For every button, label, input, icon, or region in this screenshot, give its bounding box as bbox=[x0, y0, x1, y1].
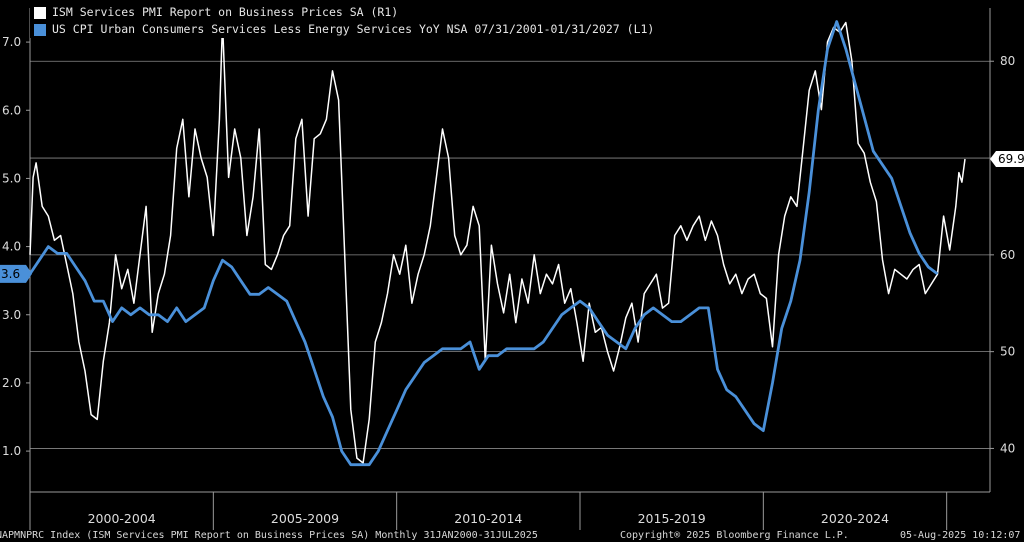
footer-source: NAPMNPRC Index (ISM Services PMI Report … bbox=[0, 530, 538, 541]
right-tick-label: 50 bbox=[1000, 345, 1015, 359]
footer-timestamp: 05-Aug-2025 10:12:07 bbox=[900, 530, 1021, 541]
right-tick-label: 60 bbox=[1000, 248, 1015, 262]
x-tick-label: 2000-2004 bbox=[88, 511, 156, 526]
left-tick-label: 5.0 bbox=[2, 171, 21, 185]
legend-label-cpi: US CPI Urban Consumers Services Less Ene… bbox=[52, 22, 655, 36]
legend-item-ism: ISM Services PMI Report on Business Pric… bbox=[34, 4, 654, 21]
footer: NAPMNPRC Index (ISM Services PMI Report … bbox=[0, 530, 1024, 542]
footer-copyright: Copyright® 2025 Bloomberg Finance L.P. bbox=[620, 530, 849, 541]
right-tick-label: 40 bbox=[1000, 441, 1015, 455]
legend-item-cpi: US CPI Urban Consumers Services Less Ene… bbox=[34, 21, 654, 38]
legend-swatch-cpi bbox=[34, 23, 46, 36]
right-tick-label: 80 bbox=[1000, 54, 1015, 68]
last-value-badge-left bbox=[0, 264, 32, 283]
left-tick-label: 7.0 bbox=[2, 35, 21, 49]
left-tick-label: 4.0 bbox=[2, 240, 21, 254]
last-value-badge-right bbox=[990, 151, 1024, 168]
x-tick-label: 2020-2024 bbox=[821, 511, 889, 526]
series-line-cpi-services bbox=[28, 20, 939, 467]
left-tick-label: 2.0 bbox=[2, 376, 21, 390]
left-tick-label: 6.0 bbox=[2, 103, 21, 117]
last-value-right: 69.9 bbox=[998, 152, 1024, 166]
series-line-ism-prices bbox=[29, 21, 966, 464]
x-tick-label: 2005-2009 bbox=[271, 511, 339, 526]
x-tick-label: 2015-2019 bbox=[638, 511, 706, 526]
gridlines bbox=[30, 60, 990, 449]
x-tick-label: 2010-2014 bbox=[454, 511, 522, 526]
last-value-left: 3.6 bbox=[1, 267, 20, 281]
axis-labels: 1.02.03.04.05.06.07.040506070802000-2004… bbox=[0, 35, 1024, 526]
series-layer bbox=[28, 20, 966, 467]
left-tick-label: 1.0 bbox=[2, 444, 21, 458]
legend-label-ism: ISM Services PMI Report on Business Pric… bbox=[52, 5, 399, 19]
left-tick-label: 3.0 bbox=[2, 308, 21, 322]
legend-swatch-ism bbox=[34, 6, 46, 19]
legend: ISM Services PMI Report on Business Pric… bbox=[30, 4, 659, 38]
